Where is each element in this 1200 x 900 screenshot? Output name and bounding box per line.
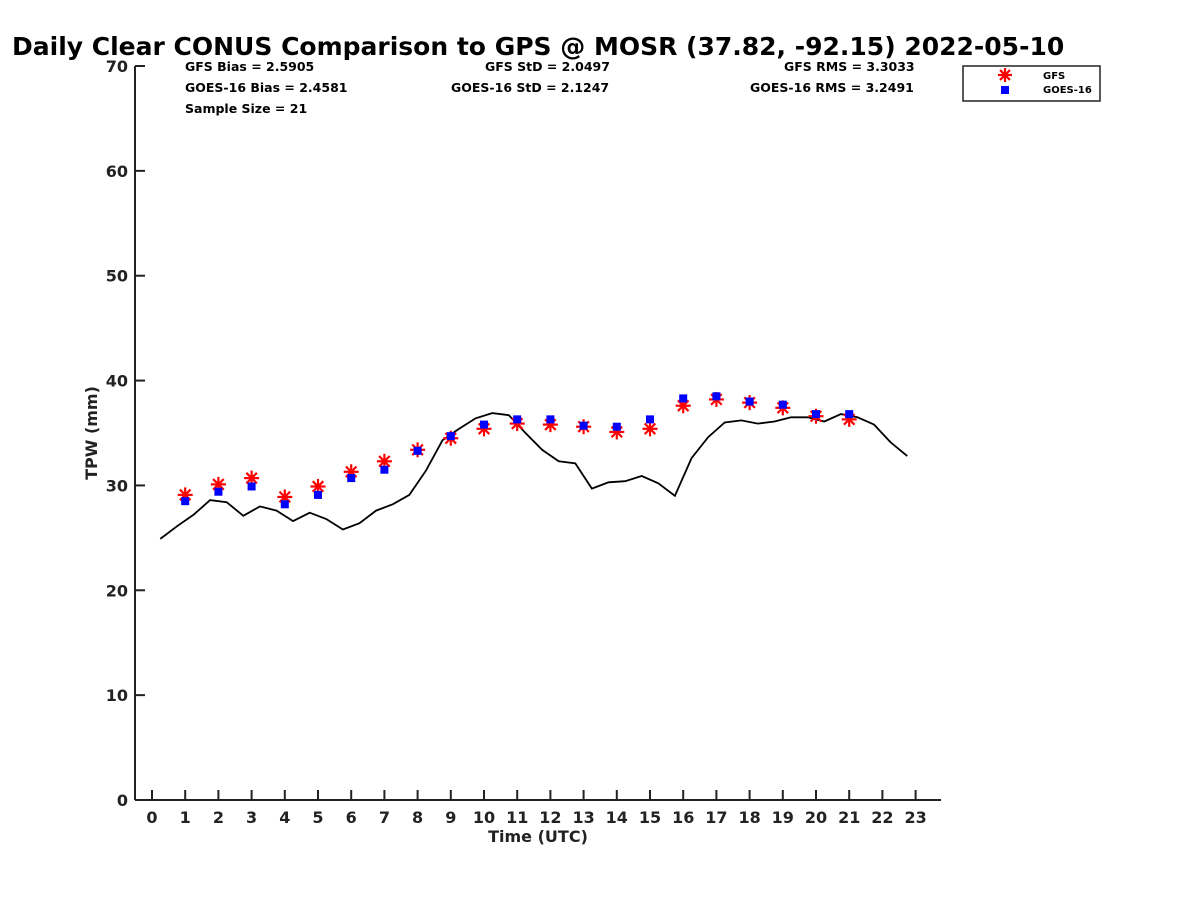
goes-point [679,394,688,403]
goes-point [579,421,588,430]
y-tick-label: 40 [106,372,128,391]
x-tick-label: 12 [539,808,561,827]
y-tick-label: 0 [117,791,128,810]
y-tick-label: 30 [106,476,128,495]
y-tick-label: 10 [106,686,128,705]
legend-goes-marker [1001,86,1009,94]
goes-point [646,415,654,424]
x-tick-label: 11 [506,808,528,827]
goes-point [712,392,721,401]
y-tick-label: 70 [106,57,128,76]
goes-point [214,487,223,496]
legend-goes-label: GOES-16 [1043,85,1092,96]
x-tick-label: 16 [672,808,694,827]
goes-point [546,415,555,424]
x-tick-label: 2 [213,808,224,827]
legend: GFS GOES-16 [962,65,1101,102]
stat-sample-size: Sample Size = 21 [185,101,307,116]
goes-point [314,490,322,499]
x-tick-label: 14 [606,808,628,827]
chart-title: Daily Clear CONUS Comparison to GPS @ MO… [12,32,1064,61]
x-tick-label: 0 [146,808,157,827]
goes-point [380,465,389,474]
x-tick-label: 23 [904,808,926,827]
y-ticks: 0 10 20 30 40 50 60 70 [106,57,145,810]
goes-point [745,397,754,406]
stat-goes-bias: GOES-16 Bias = 2.4581 [185,80,347,95]
x-tick-label: 6 [346,808,357,827]
x-tick-label: 9 [445,808,456,827]
goes-point [347,474,356,483]
x-tick-label: 5 [312,808,323,827]
x-tick-label: 8 [412,808,423,827]
stat-goes-rms: GOES-16 RMS = 3.2491 [750,80,914,95]
goes-point [778,400,787,409]
stat-gfs-std: GFS StD = 2.0497 [485,59,610,74]
goes-point [181,497,190,506]
goes-point [446,432,455,441]
x-tick-label: 22 [871,808,893,827]
goes-point [612,422,621,431]
stat-gfs-rms: GFS RMS = 3.3033 [784,59,915,74]
y-tick-label: 20 [106,581,128,600]
legend-gfs-star [998,68,1012,82]
x-tick-label: 19 [772,808,794,827]
gps-series-line [159,412,908,540]
legend-gfs-marker [998,68,1012,82]
goes-point [280,500,289,509]
x-tick-label: 21 [838,808,860,827]
x-ticks: 0 1 2 3 4 5 6 7 8 9 10 11 12 13 14 15 16 17 18 19 20 21 22 23 [146,790,927,827]
x-axis-label: Time (UTC) [488,827,588,846]
x-tick-label: 18 [738,808,760,827]
y-axis-label: TPW (mm) [82,386,101,480]
x-tick-label: 17 [705,808,727,827]
x-tick-label: 1 [180,808,191,827]
gfs-point [244,470,260,486]
goes-point [480,420,488,429]
goes-point [247,482,256,491]
legend-gfs-label: GFS [1043,71,1065,82]
y-tick-label: 50 [106,267,128,286]
goes-point [413,446,422,455]
stat-gfs-bias: GFS Bias = 2.5905 [185,59,314,74]
y-tick-label: 60 [106,162,128,181]
gfs-point [310,478,326,494]
x-tick-label: 13 [572,808,594,827]
plot-series [159,391,908,540]
goes-point [513,415,522,424]
x-tick-label: 7 [379,808,390,827]
x-tick-label: 4 [279,808,290,827]
x-tick-label: 20 [805,808,827,827]
goes-point [812,410,820,419]
x-tick-label: 10 [473,808,495,827]
goes-point [845,410,854,419]
legend-box [962,65,1101,102]
gfs-point [642,421,658,437]
stat-goes-std: GOES-16 StD = 2.1247 [451,80,609,95]
x-tick-label: 15 [639,808,661,827]
x-tick-label: 3 [246,808,257,827]
